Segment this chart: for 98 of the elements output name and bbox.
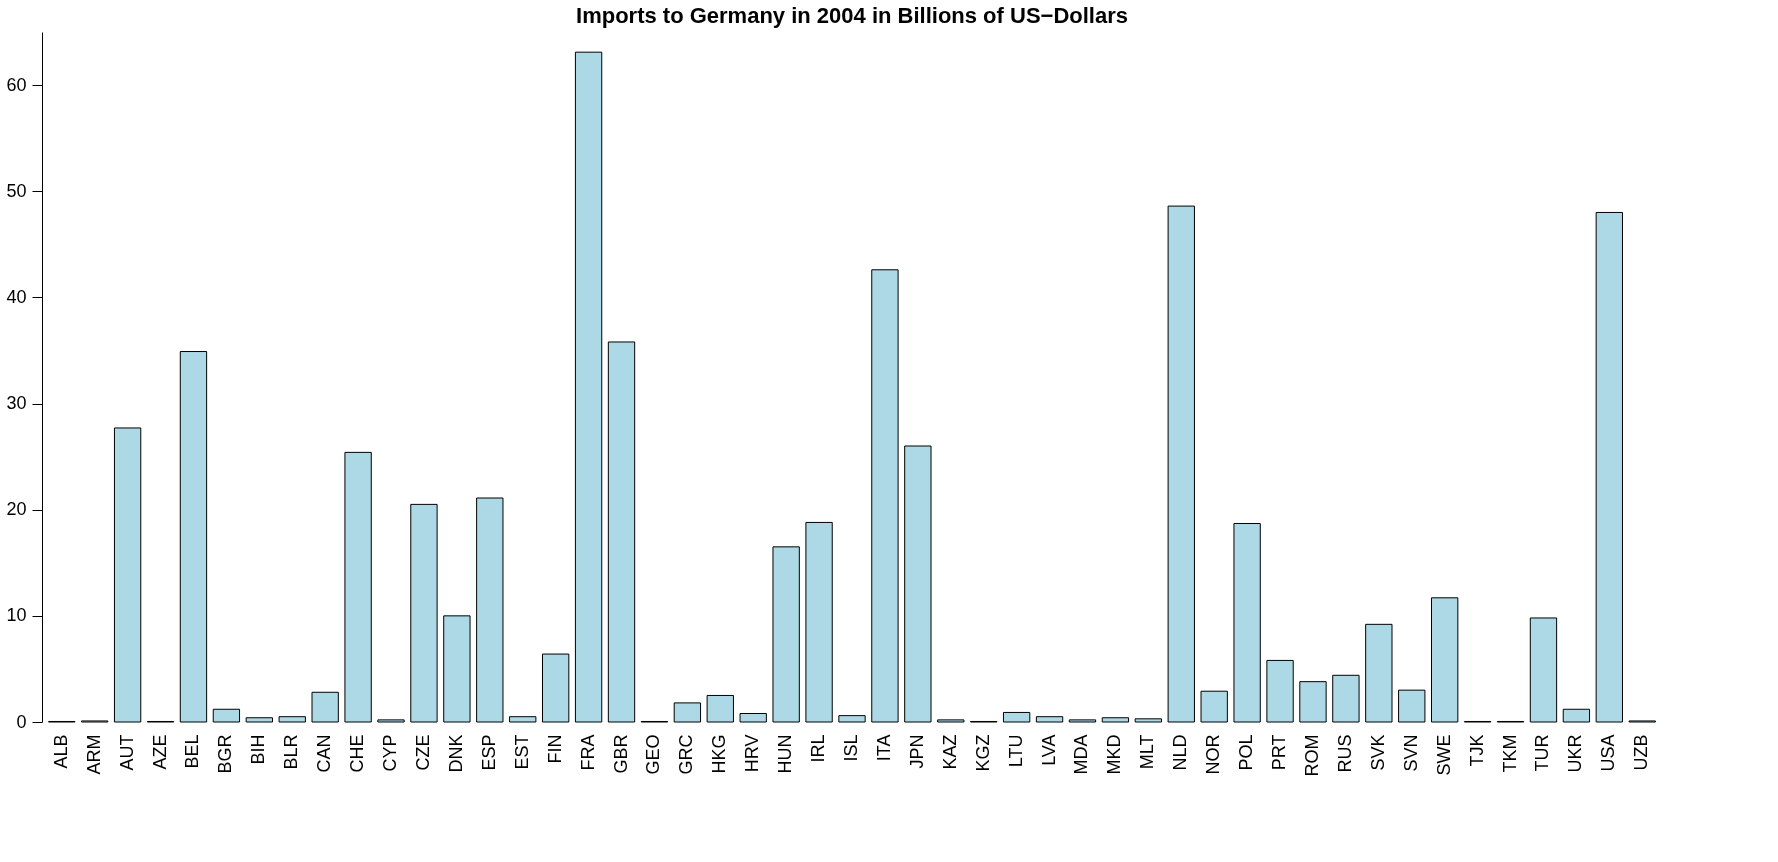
x-tick-label: JPN: [906, 734, 927, 769]
bar: [1398, 689, 1426, 723]
x-tick-label: CYP: [380, 734, 401, 772]
x-tick-label: IRL: [808, 734, 829, 763]
x-tick-label: SVK: [1367, 734, 1388, 771]
bar: [476, 497, 504, 723]
bar: [1529, 617, 1558, 723]
x-tick-label: LVA: [1038, 734, 1059, 766]
x-tick-label: GRC: [676, 734, 697, 775]
x-tick-label: SWE: [1433, 734, 1454, 776]
x-tick-label: MKD: [1104, 734, 1125, 775]
x-tick-label: FIN: [544, 734, 565, 764]
x-tick-label: ESP: [478, 734, 499, 771]
x-tick-label: LTU: [1005, 734, 1026, 768]
y-tick-label: 10: [6, 605, 27, 626]
x-tick-label: HUN: [775, 734, 796, 774]
bar: [1266, 659, 1294, 723]
x-tick-label: MDA: [1071, 734, 1092, 775]
bar: [1365, 623, 1393, 723]
x-tick-label: GEO: [643, 734, 664, 775]
chart-title: Imports to Germany in 2004 in Billions of US−Dollars: [576, 3, 1128, 28]
x-tick-label: GBR: [610, 734, 631, 774]
bar: [904, 445, 932, 723]
x-tick-label: EST: [511, 734, 532, 770]
x-tick-label: BIH: [248, 734, 269, 765]
bar: [1200, 690, 1228, 723]
x-tick-label: RUS: [1334, 734, 1355, 773]
bar: [1562, 708, 1591, 723]
bar: [1233, 522, 1261, 723]
y-tick-label: 40: [6, 286, 27, 307]
bar: [1134, 718, 1163, 723]
bar: [772, 546, 800, 723]
x-tick-label: USA: [1598, 734, 1619, 772]
bar: [443, 615, 471, 723]
bar: [278, 716, 306, 723]
x-tick-label: ITA: [873, 734, 894, 762]
x-tick-label: HKG: [709, 734, 730, 774]
x-tick-label: AUT: [116, 734, 137, 771]
bar: [937, 719, 965, 723]
x-tick-label: NOR: [1203, 734, 1224, 775]
bar: [1431, 597, 1459, 723]
bar: [245, 717, 273, 723]
bar: [1101, 717, 1130, 723]
bar: [607, 341, 636, 723]
bar: [1002, 711, 1031, 723]
x-tick-label: KAZ: [939, 734, 960, 770]
bar: [212, 708, 241, 723]
bar: [541, 653, 570, 723]
x-tick-label: BGR: [215, 734, 236, 774]
bar: [311, 691, 339, 723]
bar: [509, 716, 537, 723]
x-tick-label: UZB: [1631, 734, 1652, 771]
bar: [574, 51, 603, 723]
x-tick-label: FRA: [577, 734, 598, 771]
bar: [1332, 674, 1360, 723]
x-tick-label: ROM: [1301, 734, 1322, 777]
bar: [673, 702, 702, 723]
bar: [113, 427, 142, 723]
bar: [1299, 681, 1327, 723]
y-tick-label: 60: [6, 74, 27, 95]
bar: [344, 451, 372, 723]
x-tick-label: ISL: [841, 734, 861, 762]
x-tick-label: AZE: [149, 734, 170, 770]
x-tick-label: CZE: [412, 734, 433, 771]
bar: [706, 694, 734, 723]
x-tick-label: ALB: [50, 734, 71, 769]
x-tick-label: PRT: [1269, 734, 1290, 771]
x-tick-label: BEL: [182, 734, 203, 769]
x-tick-label: NLD: [1170, 734, 1191, 771]
x-tick-label: BLR: [281, 734, 302, 770]
bar: [871, 269, 899, 723]
bar: [838, 715, 866, 723]
bar: [377, 719, 405, 723]
x-tick-label: SVN: [1400, 734, 1421, 772]
x-tick-label: DNK: [445, 734, 466, 773]
bar: [1035, 716, 1064, 723]
bar: [1167, 205, 1195, 723]
x-tick-label: TUR: [1532, 734, 1553, 772]
bar: [1068, 719, 1097, 723]
x-tick-label: CHE: [347, 734, 368, 773]
bar: [1595, 211, 1623, 723]
x-tick-label: TJK: [1466, 734, 1487, 767]
y-tick-label: 30: [6, 393, 27, 414]
x-tick-label: POL: [1236, 734, 1257, 771]
x-tick-label: TKM: [1499, 734, 1520, 773]
x-tick-label: CAN: [314, 734, 335, 773]
bar: [739, 713, 767, 723]
y-tick-label: 20: [6, 499, 27, 520]
x-tick-label: MLT: [1137, 734, 1158, 770]
x-tick-label: ARM: [83, 734, 104, 775]
bar: [805, 521, 833, 723]
y-tick-label: 0: [16, 711, 27, 732]
bar: [410, 503, 438, 723]
y-tick-label: 50: [6, 180, 27, 201]
x-tick-label: KGZ: [972, 734, 993, 772]
x-tick-label: UKR: [1565, 734, 1586, 773]
bar: [179, 351, 208, 723]
x-tick-label: HRV: [742, 734, 763, 773]
